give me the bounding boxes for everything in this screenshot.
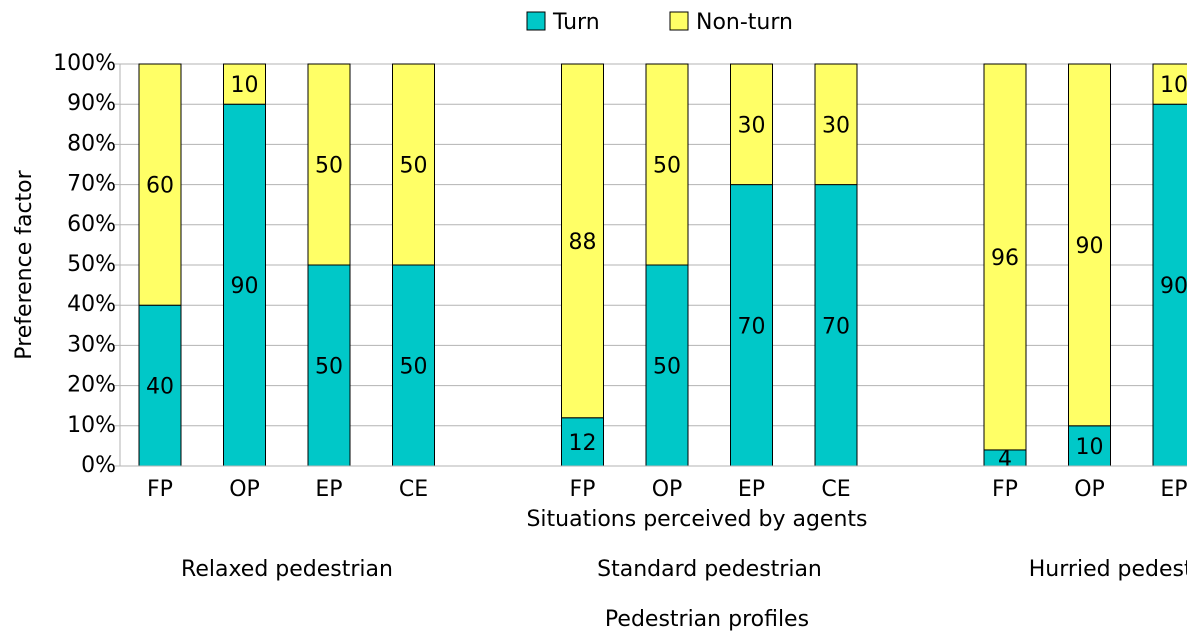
bar-segment <box>138 63 182 306</box>
value-label: 96 <box>991 246 1019 271</box>
y-tick-label: 0% <box>81 453 116 478</box>
bar-segment <box>1068 425 1111 467</box>
bar-segment <box>138 304 182 467</box>
value-label: 50 <box>400 355 428 380</box>
x-tick-label: OP <box>229 477 260 502</box>
bar-segment <box>561 417 604 467</box>
value-label: 50 <box>653 154 681 179</box>
value-label: 10 <box>231 73 259 98</box>
bar-segment <box>223 63 266 105</box>
value-label: 40 <box>146 375 174 400</box>
value-label: 88 <box>569 230 597 255</box>
x-tick-label: CE <box>399 477 428 502</box>
bar-segment <box>223 103 266 467</box>
x-tick-label: FP <box>570 477 596 502</box>
y-tick-label: 50% <box>67 252 116 277</box>
x-axis-title: Situations perceived by agents <box>526 507 867 532</box>
bar-segment <box>392 264 435 467</box>
x-tick-label: OP <box>1074 477 1105 502</box>
x-tick-label: FP <box>992 477 1018 502</box>
value-label: 70 <box>822 314 850 339</box>
y-axis-title: Preference factor <box>12 169 37 359</box>
legend-swatch <box>669 11 689 31</box>
x-tick-label: OP <box>652 477 683 502</box>
value-label: 70 <box>738 314 766 339</box>
y-tick-label: 20% <box>67 373 116 398</box>
x-tick-label: EP <box>1160 477 1187 502</box>
value-label: 50 <box>653 355 681 380</box>
x-tick-label: FP <box>147 477 173 502</box>
y-tick-label: 40% <box>67 292 116 317</box>
y-tick-label: 80% <box>67 131 116 156</box>
bar-segment <box>814 63 858 186</box>
group-label: Standard pedestrian <box>597 557 822 582</box>
bar-segment <box>1068 63 1111 427</box>
value-label: 60 <box>146 174 174 199</box>
bar-segment <box>561 63 604 419</box>
bar-segment <box>730 63 773 186</box>
bar-segment <box>307 63 351 266</box>
value-label: 4 <box>998 447 1012 472</box>
y-tick-label: 90% <box>67 91 116 116</box>
group-label: Hurried pedestrian <box>1029 557 1187 582</box>
bar-segment <box>392 63 435 266</box>
y-tick-label: 70% <box>67 172 116 197</box>
bar-segment <box>730 184 773 467</box>
value-label: 90 <box>1076 234 1104 259</box>
value-label: 90 <box>231 274 259 299</box>
value-label: 10 <box>1076 435 1104 460</box>
value-label: 30 <box>738 113 766 138</box>
bar-segment <box>307 264 351 467</box>
legend-label: Non-turn <box>696 10 793 35</box>
legend-label: Turn <box>552 10 600 35</box>
bar-segment <box>1152 63 1187 105</box>
value-label: 50 <box>400 154 428 179</box>
x-tick-label: EP <box>315 477 342 502</box>
x-tick-label: CE <box>821 477 850 502</box>
value-label: 50 <box>315 154 343 179</box>
value-label: 12 <box>569 431 597 456</box>
bar-segment <box>983 63 1027 451</box>
bar-segment <box>645 63 689 266</box>
x-tick-label: EP <box>738 477 765 502</box>
value-label: 50 <box>315 355 343 380</box>
y-tick-label: 100% <box>53 51 116 76</box>
y-tick-label: 10% <box>67 413 116 438</box>
value-label: 30 <box>822 113 850 138</box>
group-label: Relaxed pedestrian <box>181 557 393 582</box>
value-label: 90 <box>1160 274 1187 299</box>
y-tick-label: 30% <box>67 332 116 357</box>
group-axis-title: Pedestrian profiles <box>605 607 809 632</box>
value-label: 10 <box>1160 73 1187 98</box>
legend-swatch <box>526 11 546 31</box>
y-tick-label: 60% <box>67 212 116 237</box>
